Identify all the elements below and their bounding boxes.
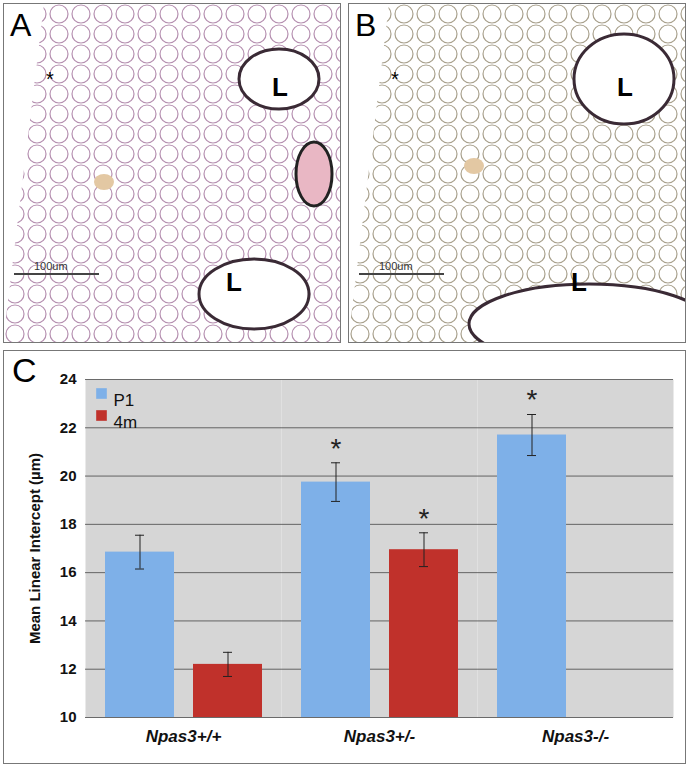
svg-text:B: B [355,7,376,43]
svg-text:*: * [391,68,399,90]
svg-text:*: * [419,503,430,534]
svg-text:100um: 100um [379,260,413,272]
svg-text:18: 18 [60,515,77,532]
svg-text:24: 24 [60,370,77,387]
svg-text:22: 22 [60,419,77,436]
svg-text:12: 12 [60,660,77,677]
svg-text:L: L [272,72,288,102]
svg-text:P1: P1 [114,391,135,410]
html-text:C: C [12,351,37,389]
svg-text:Npas3-/-: Npas3-/- [542,727,609,746]
svg-text:14: 14 [60,612,77,629]
svg-text:L: L [571,267,587,297]
svg-text:16: 16 [60,563,77,580]
svg-text:4m: 4m [114,413,138,432]
svg-text:A: A [10,7,32,43]
svg-text:Mean Linear Intercept (µm): Mean Linear Intercept (µm) [26,453,43,644]
svg-text:10: 10 [60,708,77,725]
svg-text:20: 20 [60,467,77,484]
svg-text:*: * [527,384,538,415]
svg-text:100um: 100um [34,260,68,272]
svg-text:*: * [46,68,54,90]
svg-text:*: * [331,433,342,464]
svg-text:Npas3+/-: Npas3+/- [344,727,416,746]
svg-text:L: L [226,267,242,297]
svg-text:L: L [617,72,633,102]
svg-text:Npas3+/+: Npas3+/+ [146,727,222,746]
